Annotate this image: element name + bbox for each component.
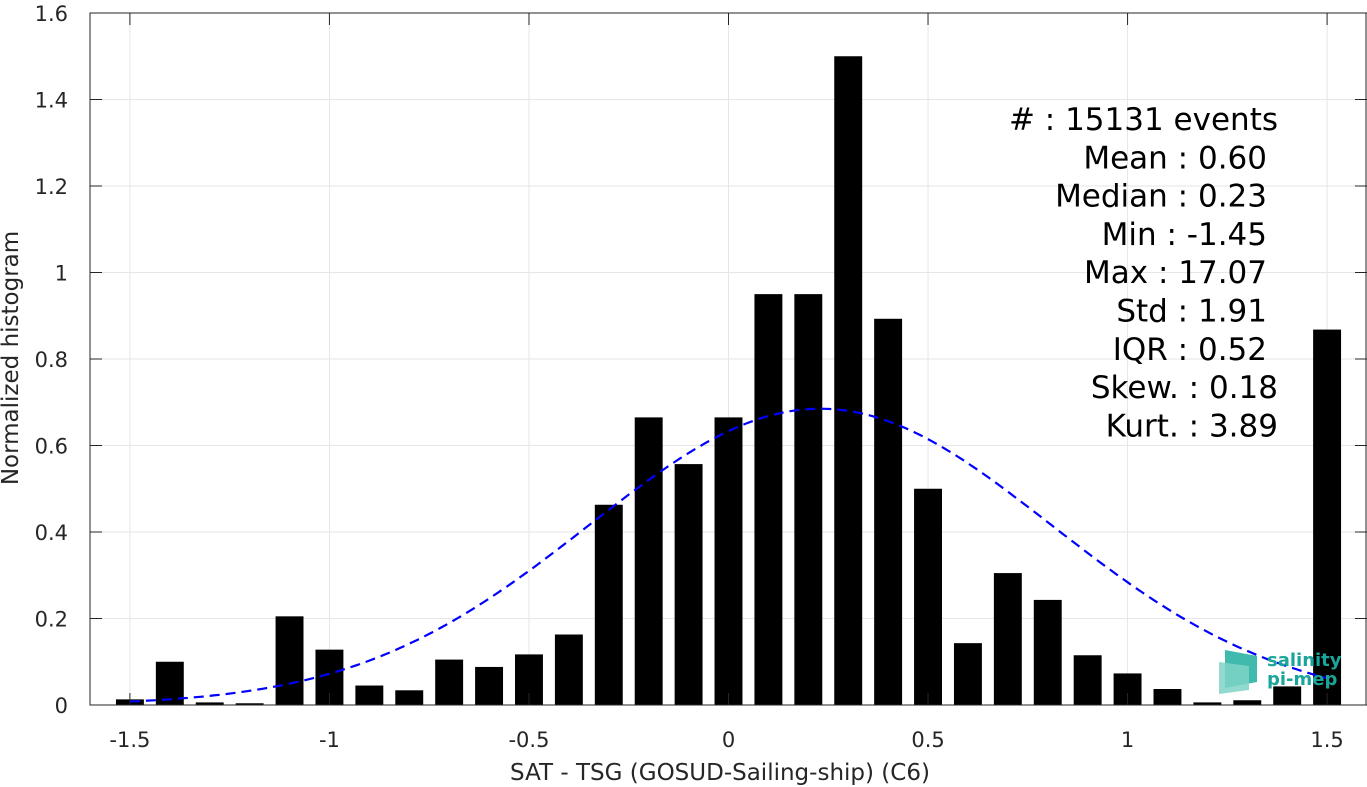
y-tick-label: 0.8 xyxy=(35,348,68,372)
x-tick-label: -1 xyxy=(319,728,340,752)
y-tick-labels: 0 0.2 0.4 0.6 0.8 1 1.2 1.4 1.6 xyxy=(35,2,68,718)
histogram-bar xyxy=(1273,686,1302,705)
x-tick-labels: -1.5 -1 -0.5 0 0.5 1 1.5 xyxy=(109,728,1343,752)
y-tick-label: 1.2 xyxy=(35,175,68,199)
histogram-bar xyxy=(634,417,663,705)
logo-wave-icon-back xyxy=(1219,662,1249,694)
y-tick-label: 0.2 xyxy=(35,608,68,632)
histogram-bar xyxy=(275,616,304,705)
stats-line: Max : 17.07 xyxy=(1084,255,1267,291)
salinity-pimep-logo: salinity pi-mep xyxy=(1219,650,1342,694)
stats-line: # : 15131 events xyxy=(1009,102,1278,138)
stats-line: IQR : 0.52 xyxy=(1113,332,1267,368)
x-tick-label: 0 xyxy=(722,728,735,752)
histogram-bars xyxy=(115,56,1342,705)
normal-fit-curve xyxy=(129,407,1328,703)
histogram-bar xyxy=(554,634,583,705)
histogram-bar xyxy=(993,573,1022,705)
y-tick-label: 0.6 xyxy=(35,435,68,459)
x-tick-label: 0.5 xyxy=(911,728,944,752)
y-tick-label: 0.4 xyxy=(35,521,68,545)
histogram-bar xyxy=(594,504,623,705)
histogram-bar xyxy=(1033,599,1062,705)
histogram-bar xyxy=(714,417,743,705)
x-tick-label: 1.5 xyxy=(1310,728,1343,752)
histogram-bar xyxy=(1193,702,1222,705)
histogram-bar xyxy=(794,294,823,705)
axis-ticks xyxy=(90,12,1367,706)
histogram-bar xyxy=(235,703,264,705)
grid-lines xyxy=(90,12,1367,706)
y-tick-label: 1.6 xyxy=(35,2,68,26)
histogram-bar xyxy=(1313,329,1342,705)
stats-line: Median : 0.23 xyxy=(1055,179,1267,215)
histogram-bar xyxy=(754,294,783,705)
stats-line: Skew. : 0.18 xyxy=(1091,370,1278,406)
logo-text-salinity: salinity xyxy=(1267,650,1342,671)
histogram-bar xyxy=(674,464,703,705)
x-axis-label: SAT - TSG (GOSUD-Sailing-ship) (C6) xyxy=(510,760,930,786)
histogram-bar xyxy=(475,666,504,705)
histogram-bar xyxy=(435,659,464,705)
histogram-bar xyxy=(395,690,424,705)
x-tick-label: 1 xyxy=(1121,728,1134,752)
stats-line: Kurt. : 3.89 xyxy=(1106,408,1278,444)
y-tick-label: 0 xyxy=(55,694,68,718)
histogram-bar xyxy=(834,56,863,705)
histogram-bar xyxy=(1153,688,1182,705)
stats-line: Mean : 0.60 xyxy=(1083,140,1267,176)
histogram-bar xyxy=(953,643,982,705)
histogram-bar xyxy=(1073,655,1102,705)
histogram-bar xyxy=(195,702,224,705)
stats-line: Std : 1.91 xyxy=(1116,294,1267,330)
y-tick-label: 1 xyxy=(55,262,68,286)
y-tick-label: 1.4 xyxy=(35,89,68,113)
histogram-bar xyxy=(355,685,384,705)
histogram-bar xyxy=(914,488,942,705)
histogram-bar xyxy=(874,318,903,705)
y-axis-label: Normalized histogram xyxy=(0,231,24,485)
x-tick-label: -1.5 xyxy=(109,728,150,752)
logo-text-pimep: pi-mep xyxy=(1267,669,1337,690)
stats-line: Min : -1.45 xyxy=(1102,217,1267,253)
histogram-bar xyxy=(1233,700,1262,705)
x-tick-label: -0.5 xyxy=(508,728,549,752)
